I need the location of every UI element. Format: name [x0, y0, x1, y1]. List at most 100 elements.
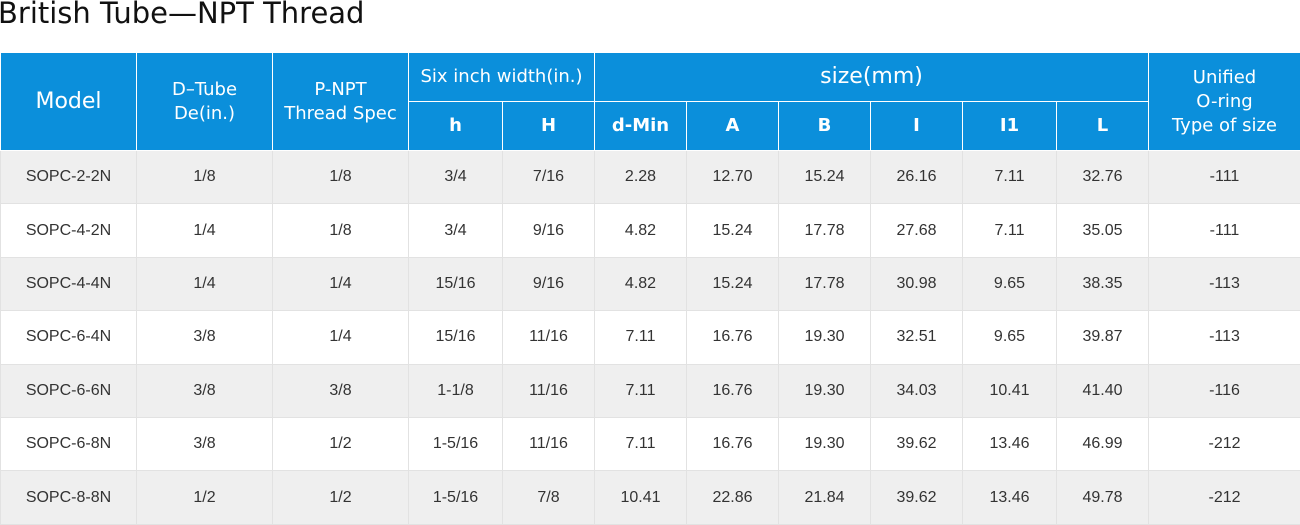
table-cell: 10.41 — [595, 471, 687, 524]
table-cell: 3/8 — [273, 364, 409, 417]
table-cell: 15.24 — [687, 204, 779, 257]
table-cell: 16.76 — [687, 417, 779, 470]
table-cell: 3/4 — [409, 204, 503, 257]
subheader-cell: B — [779, 102, 871, 151]
table-cell: 7.11 — [963, 151, 1057, 204]
table-cell: SOPC-6-6N — [1, 364, 137, 417]
table-cell: 1/8 — [137, 151, 273, 204]
header-text: Thread Spec — [273, 102, 408, 126]
header-text: P-NPT — [273, 78, 408, 102]
table-cell: 9/16 — [503, 204, 595, 257]
table-cell: 15.24 — [779, 151, 871, 204]
table-cell: SOPC-4-2N — [1, 204, 137, 257]
table-cell: 1/4 — [273, 257, 409, 310]
table-cell: 1/2 — [273, 471, 409, 524]
subheader-cell: H — [503, 102, 595, 151]
table-cell: 1-5/16 — [409, 417, 503, 470]
subheader-cell: L — [1057, 102, 1149, 151]
table-cell: 13.46 — [963, 471, 1057, 524]
table-cell: 32.51 — [871, 311, 963, 364]
header-cell: Model — [1, 53, 137, 151]
table-cell: 1/4 — [273, 311, 409, 364]
table-cell: 11/16 — [503, 311, 595, 364]
table-cell: 4.82 — [595, 204, 687, 257]
table-cell: 17.78 — [779, 257, 871, 310]
table-cell: 7.11 — [595, 364, 687, 417]
table-cell: 17.78 — [779, 204, 871, 257]
table-cell: 1/2 — [273, 417, 409, 470]
table-cell: 16.76 — [687, 364, 779, 417]
table-cell: -212 — [1149, 417, 1300, 470]
table-cell: 1/8 — [273, 151, 409, 204]
table-cell: 19.30 — [779, 311, 871, 364]
table-cell: 30.98 — [871, 257, 963, 310]
table-cell: 9.65 — [963, 311, 1057, 364]
table-cell: -111 — [1149, 151, 1300, 204]
table-cell: 39.87 — [1057, 311, 1149, 364]
table-cell: -113 — [1149, 311, 1300, 364]
table-cell: 22.86 — [687, 471, 779, 524]
table-cell: 15.24 — [687, 257, 779, 310]
table-cell: 41.40 — [1057, 364, 1149, 417]
table-cell: -113 — [1149, 257, 1300, 310]
subheader-cell: I — [871, 102, 963, 151]
header-text: Model — [1, 90, 136, 114]
table-cell: 1/4 — [137, 257, 273, 310]
table-cell: 4.82 — [595, 257, 687, 310]
table-cell: 7/8 — [503, 471, 595, 524]
table-cell: 1/8 — [273, 204, 409, 257]
table-cell: SOPC-6-8N — [1, 417, 137, 470]
table-cell: 26.16 — [871, 151, 963, 204]
table-cell: 34.03 — [871, 364, 963, 417]
table-cell: 15/16 — [409, 257, 503, 310]
table-cell: 35.05 — [1057, 204, 1149, 257]
table-cell: 2.28 — [595, 151, 687, 204]
table-cell: 1-1/8 — [409, 364, 503, 417]
table-cell: 1-5/16 — [409, 471, 503, 524]
table-cell: 1/4 — [137, 204, 273, 257]
header-text: D–Tube — [137, 78, 272, 102]
page-title: British Tube—NPT Thread — [0, 0, 364, 30]
table-cell: 10.41 — [963, 364, 1057, 417]
table-cell: 7.11 — [595, 311, 687, 364]
header-text: size(mm) — [595, 65, 1148, 89]
table-cell: 7.11 — [595, 417, 687, 470]
table-cell: 19.30 — [779, 364, 871, 417]
header-cell: Six inch width(in.) — [409, 53, 595, 102]
table-cell: -111 — [1149, 204, 1300, 257]
table-cell: 39.62 — [871, 471, 963, 524]
header-text: O-ring — [1149, 90, 1300, 114]
header-text: Type of size — [1149, 114, 1300, 138]
table-cell: 1/2 — [137, 471, 273, 524]
table-cell: SOPC-2-2N — [1, 151, 137, 204]
table-cell: 3/8 — [137, 311, 273, 364]
header-text: De(in.) — [137, 102, 272, 126]
table-cell: 11/16 — [503, 417, 595, 470]
table-cell: 49.78 — [1057, 471, 1149, 524]
subheader-cell: d-Min — [595, 102, 687, 151]
table-cell: 27.68 — [871, 204, 963, 257]
table-cell: 38.35 — [1057, 257, 1149, 310]
table-cell: 7/16 — [503, 151, 595, 204]
table-cell: 16.76 — [687, 311, 779, 364]
subheader-cell: h — [409, 102, 503, 151]
table-cell: SOPC-4-4N — [1, 257, 137, 310]
table-cell: 3/8 — [137, 364, 273, 417]
table-cell: 11/16 — [503, 364, 595, 417]
subheader-cell: I1 — [963, 102, 1057, 151]
table-cell: 3/8 — [137, 417, 273, 470]
subheader-cell: A — [687, 102, 779, 151]
table-cell: 3/4 — [409, 151, 503, 204]
table-cell: 9.65 — [963, 257, 1057, 310]
table-cell: 32.76 — [1057, 151, 1149, 204]
table-cell: 15/16 — [409, 311, 503, 364]
table-cell: 39.62 — [871, 417, 963, 470]
